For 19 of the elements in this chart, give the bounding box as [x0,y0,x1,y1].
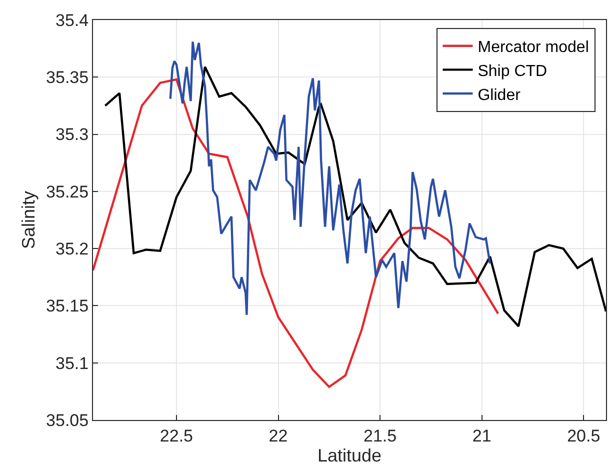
x-tick-label: 22 [268,426,288,446]
legend-label: Mercator model [478,39,589,56]
y-tick-label: 35.2 [56,240,89,259]
legend-label: Glider [478,86,522,104]
y-tick-label: 35.15 [46,296,89,316]
y-axis-title: Salinity [18,190,38,250]
y-tick-label: 35.4 [56,10,89,30]
y-tick-label: 35.25 [46,182,89,202]
x-tick-label: 20.5 [567,426,600,446]
y-tick-label: 35.05 [46,410,89,430]
y-tick-label: 35.35 [46,68,89,88]
legend-label: Ship CTD [478,62,548,80]
x-tick-label: 21 [472,426,492,446]
x-tick-label: 21.5 [363,426,397,446]
line-series [104,66,606,328]
x-axis-title: Latitude [317,446,382,466]
x-tick-label: 22.5 [160,426,194,446]
y-tick-label: 35.1 [56,354,89,373]
y-tick-label: 35.3 [56,125,89,144]
